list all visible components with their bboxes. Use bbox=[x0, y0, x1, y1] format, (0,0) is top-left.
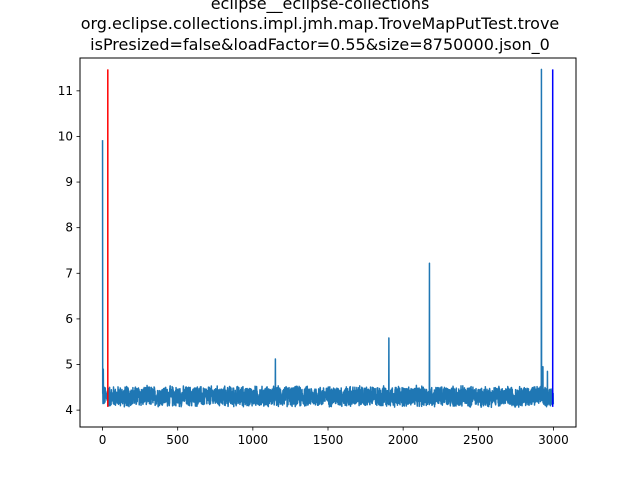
chart-title-line-2: org.eclipse.collections.impl.jmh.map.Tro… bbox=[80, 14, 560, 33]
series-line-0 bbox=[101, 68, 555, 409]
y-tick-label: 5 bbox=[65, 358, 73, 372]
x-tick-label: 1000 bbox=[238, 433, 269, 447]
y-tick-label: 10 bbox=[58, 129, 73, 143]
chart-title-line-1: eclipse__eclipse-collections bbox=[210, 0, 430, 13]
vline-layer bbox=[107, 69, 554, 407]
series-layer bbox=[101, 68, 555, 409]
chart-title-line-3: isPresized=false&loadFactor=0.55&size=87… bbox=[90, 35, 550, 54]
x-axis-ticks: 0 500 1000 1500 2000 2500 3000 bbox=[99, 427, 569, 447]
x-tick-label: 0 bbox=[99, 433, 107, 447]
x-tick-label: 500 bbox=[166, 433, 189, 447]
plot-frame bbox=[79, 57, 577, 428]
x-tick-label: 1500 bbox=[313, 433, 344, 447]
y-tick-label: 7 bbox=[65, 266, 73, 280]
y-tick-label: 8 bbox=[65, 221, 73, 235]
x-tick-label: 2500 bbox=[463, 433, 494, 447]
y-axis-ticks: 4 5 6 7 8 9 10 11 bbox=[58, 84, 80, 417]
x-tick-label: 2000 bbox=[388, 433, 419, 447]
x-tick-label: 3000 bbox=[538, 433, 569, 447]
y-tick-label: 4 bbox=[65, 403, 73, 417]
y-tick-label: 9 bbox=[65, 175, 73, 189]
y-tick-label: 11 bbox=[58, 84, 73, 98]
y-tick-label: 6 bbox=[65, 312, 73, 326]
